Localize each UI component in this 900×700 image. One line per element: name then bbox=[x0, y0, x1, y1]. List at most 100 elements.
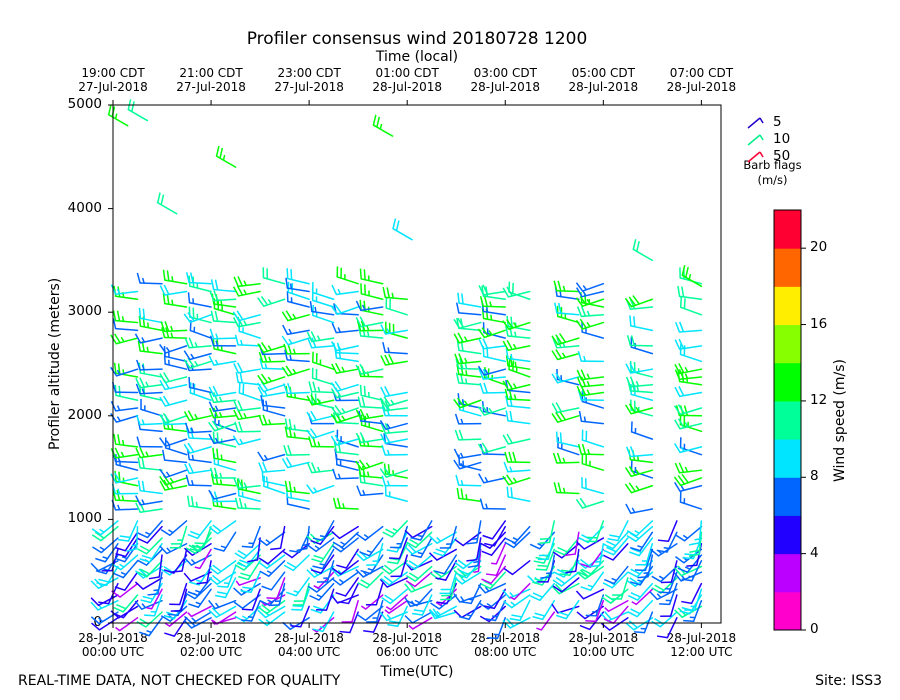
wind-barb bbox=[478, 338, 507, 350]
y-tick-label: 5000 bbox=[67, 96, 102, 112]
wind-barb bbox=[603, 605, 629, 624]
wind-barb bbox=[159, 372, 188, 384]
wind-barb bbox=[455, 302, 482, 316]
wind-barb bbox=[479, 594, 507, 610]
wind-barb bbox=[162, 293, 188, 308]
wind-barb bbox=[187, 577, 212, 597]
wind-barb bbox=[456, 487, 482, 503]
wind-barb bbox=[384, 599, 408, 614]
wind-barb bbox=[360, 594, 384, 610]
wind-barb bbox=[261, 571, 286, 591]
wind-barb bbox=[341, 599, 359, 623]
wind-barb bbox=[208, 355, 237, 366]
wind-barb bbox=[281, 335, 310, 346]
wind-barb bbox=[193, 525, 212, 549]
wind-barb bbox=[357, 465, 384, 479]
quality-disclaimer: REAL-TIME DATA, NOT CHECKED FOR QUALITY bbox=[18, 673, 341, 689]
wind-barb bbox=[603, 565, 629, 585]
wind-barb bbox=[658, 571, 678, 594]
wind-barb bbox=[554, 302, 580, 316]
wind-barb bbox=[210, 279, 237, 293]
wind-barb bbox=[478, 473, 507, 484]
colorbar bbox=[773, 209, 806, 631]
wind-barb bbox=[257, 342, 286, 354]
legend-swatch-barb bbox=[759, 117, 764, 124]
wind-barb bbox=[674, 338, 703, 350]
wind-barb bbox=[506, 486, 531, 503]
wind-barb bbox=[656, 531, 678, 553]
wind-barb bbox=[215, 577, 237, 599]
wind-barb bbox=[330, 304, 359, 316]
wind-barb bbox=[539, 520, 556, 544]
x-axis-label: Time(UTC) bbox=[380, 664, 454, 680]
wind-barb bbox=[91, 617, 119, 631]
top-tick-label: 05:00 CDT 28-Jul-2018 bbox=[568, 66, 639, 94]
colorbar-segment bbox=[774, 210, 801, 249]
wind-barb bbox=[385, 321, 408, 339]
wind-barb bbox=[581, 477, 605, 495]
wind-barb bbox=[233, 582, 261, 596]
wind-barb bbox=[535, 548, 556, 571]
legend-label: 50 bbox=[773, 148, 791, 164]
wind-barb bbox=[95, 542, 119, 563]
wind-barb bbox=[439, 525, 457, 549]
colorbar-segment bbox=[774, 591, 801, 631]
wind-barb bbox=[601, 588, 629, 604]
wind-barb bbox=[330, 341, 359, 352]
wind-barb bbox=[467, 542, 482, 569]
wind-barb bbox=[453, 397, 482, 409]
wind-barb bbox=[312, 548, 335, 570]
wind-barb bbox=[186, 495, 212, 510]
wind-barb bbox=[284, 480, 310, 495]
wind-barb bbox=[453, 571, 482, 585]
wind-barb bbox=[331, 525, 359, 540]
wind-barb bbox=[406, 531, 433, 549]
wind-barb bbox=[477, 442, 507, 454]
wind-barb bbox=[477, 365, 507, 376]
y-tick-label: 2000 bbox=[67, 406, 102, 423]
wind-barb bbox=[581, 429, 605, 448]
wind-barb bbox=[96, 565, 119, 587]
legend-swatch-barb bbox=[759, 151, 764, 158]
wind-barb bbox=[110, 447, 139, 459]
wind-barb bbox=[160, 321, 188, 333]
wind-barb bbox=[306, 484, 335, 494]
colorbar-segment bbox=[774, 439, 801, 478]
colorbar-segment bbox=[774, 286, 801, 326]
wind-barb bbox=[210, 473, 237, 487]
wind-barb bbox=[332, 468, 359, 480]
wind-barb bbox=[635, 542, 654, 566]
wind-barb bbox=[552, 452, 580, 464]
wind-barb bbox=[675, 525, 703, 542]
wind-barb bbox=[503, 594, 531, 609]
wind-barb bbox=[208, 599, 237, 610]
wind-barb bbox=[233, 362, 261, 374]
wind-barb bbox=[336, 548, 359, 569]
wind-barb bbox=[208, 489, 237, 500]
wind-barb bbox=[187, 520, 212, 540]
wind-barb bbox=[410, 520, 433, 541]
wind-barb bbox=[135, 495, 163, 506]
wind-barb bbox=[355, 459, 384, 471]
wind-barb bbox=[257, 295, 286, 307]
wind-barb bbox=[330, 434, 359, 446]
colorbar-tick-label: 20 bbox=[810, 239, 828, 256]
wind-barb bbox=[479, 296, 507, 308]
wind-barb bbox=[135, 414, 163, 426]
wind-barb bbox=[481, 537, 507, 556]
wind-barb bbox=[379, 420, 408, 431]
wind-barb bbox=[309, 582, 335, 601]
colorbar-tick-label: 0 bbox=[810, 621, 819, 637]
wind-barb bbox=[585, 599, 605, 623]
wind-barb bbox=[281, 365, 310, 377]
wind-barb bbox=[136, 611, 163, 628]
wind-barb bbox=[335, 577, 359, 597]
wind-barb bbox=[554, 537, 580, 556]
wind-barb bbox=[281, 457, 310, 469]
wind-barb bbox=[385, 297, 408, 316]
wind-barb bbox=[126, 525, 139, 552]
wind-barb bbox=[238, 560, 261, 581]
wind-barb bbox=[118, 520, 139, 542]
wind-barb bbox=[433, 537, 457, 557]
wind-barb bbox=[310, 554, 335, 574]
